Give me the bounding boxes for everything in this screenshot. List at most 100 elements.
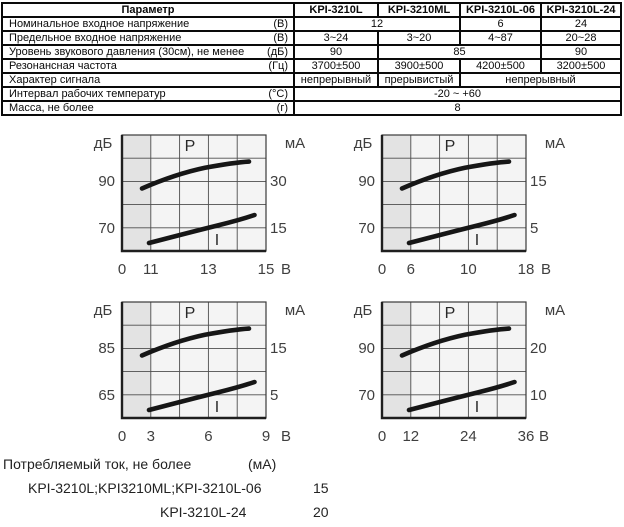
x-tick: 3: [147, 428, 155, 444]
y-right-tick: 20: [530, 340, 547, 357]
y-left-tick: 90: [358, 340, 375, 357]
x-tick: 9: [262, 428, 270, 444]
model-header-kpi-3210l-06: KPI-3210L-06: [459, 2, 542, 18]
y-left-tick: 70: [98, 220, 115, 237]
chart-kpi-3210ml: дБ мА 90 70 15 5 0 6 10 18 В P I: [354, 134, 565, 277]
footer-models: KPI-3210L-24: [160, 504, 247, 520]
x-tick: 15: [258, 261, 275, 277]
spec-cell: 3900±500: [377, 58, 461, 74]
param-name: Масса, не более: [9, 102, 94, 114]
spec-cell: 3~24: [293, 30, 379, 46]
model-header-kpi-3210ml: KPI-3210ML: [377, 2, 461, 18]
chart-kpi-3210l-24: дБ мА 90 70 20 10 0 12 24 36 В P I: [354, 301, 565, 444]
param-unit: (г): [276, 102, 288, 114]
grid-lines: [382, 302, 526, 418]
y-right-axis-label: мА: [285, 302, 305, 319]
footer-value: 20: [313, 504, 329, 520]
charts-grid: дБ мА 90 70 30 15 0 11 13 15 В P I дБ мА…: [86, 127, 578, 444]
param-name: Предельное входное напряжение: [9, 32, 182, 44]
y-right-axis-label: мА: [545, 135, 565, 152]
x-axis-unit: В: [541, 261, 551, 277]
x-tick: 0: [118, 261, 126, 277]
param-unit: (°С): [268, 88, 288, 100]
spec-cell: 90: [540, 44, 622, 60]
y-left-tick: 65: [98, 387, 115, 404]
curve-p: [139, 326, 252, 358]
table-header-row: Параметр KPI-3210L KPI-3210ML KPI-3210L-…: [1, 2, 622, 18]
x-tick: 11: [143, 261, 159, 277]
table-row: Номинальное входное напряжение (В) 12 6 2…: [1, 16, 622, 32]
param-name: Характер сигнала: [9, 74, 101, 86]
curve-p-label: P: [185, 138, 196, 155]
axes: [120, 135, 266, 253]
axes: [380, 135, 526, 253]
param-cell: Масса, не более (г): [1, 100, 295, 116]
axes: [380, 302, 526, 420]
param-unit: (Гц): [268, 60, 288, 72]
footer-value: 15: [313, 480, 329, 496]
model-header-kpi-3210l-24: KPI-3210L-24: [540, 2, 622, 18]
table-row: Уровень звукового давления (30см), не ме…: [1, 44, 622, 60]
curve-p-label: P: [445, 305, 456, 322]
param-name: Номинальное входное напряжение: [9, 18, 190, 30]
footer-models: KPI-3210L;KPI3210ML;KPI-3210L-06: [28, 480, 262, 496]
y-left-tick: 90: [98, 173, 115, 190]
curve-p: [399, 326, 512, 358]
x-tick: 0: [378, 428, 386, 444]
spec-cell: непрерывный: [459, 72, 622, 88]
y-left-axis-label: дБ: [354, 302, 373, 319]
x-tick: 18: [518, 261, 535, 277]
current-consumption-note: Потребляемый ток, не более (мА) KPI-3210…: [0, 456, 624, 527]
x-axis-unit: В: [539, 428, 549, 444]
param-unit: (В): [273, 18, 288, 30]
y-left-axis-label: дБ: [354, 135, 373, 152]
param-cell: Предельное входное напряжение (В): [1, 30, 295, 46]
param-name: Резонансная частота: [9, 60, 117, 72]
spec-cell: 20~28: [540, 30, 622, 46]
x-tick: 0: [378, 261, 386, 277]
table-row: Характер сигнала непрерывный прерывистый…: [1, 72, 622, 88]
y-left-tick: 70: [358, 220, 375, 237]
curve-i: [406, 379, 517, 413]
table-row: Масса, не более (г) 8: [1, 100, 622, 116]
table-row: Резонансная частота (Гц) 3700±500 3900±50…: [1, 58, 622, 74]
spec-cell: 4~87: [459, 30, 542, 46]
x-tick: 6: [407, 261, 415, 277]
spec-cell: непрерывный: [293, 72, 379, 88]
param-cell: Интервал рабочих температур (°С): [1, 86, 295, 102]
y-left-tick: 90: [358, 173, 375, 190]
x-tick: 12: [402, 428, 419, 444]
param-cell: Резонансная частота (Гц): [1, 58, 295, 74]
grid-lines: [122, 135, 266, 251]
curve-p-label: P: [445, 138, 456, 155]
footer-row: KPI-3210L;KPI3210ML;KPI-3210L-06 15: [0, 480, 624, 504]
x-tick: 13: [200, 261, 217, 277]
param-header: Параметр: [1, 2, 295, 18]
footer-unit: (мА): [248, 456, 277, 472]
y-right-tick: 5: [530, 220, 538, 237]
spec-cell: 8: [293, 100, 622, 116]
spec-cell: 3~20: [377, 30, 461, 46]
curve-i: [406, 212, 517, 246]
x-tick: 24: [460, 428, 477, 444]
spec-cell: 90: [293, 44, 379, 60]
y-right-tick: 15: [530, 173, 547, 190]
curve-i: [146, 379, 257, 413]
param-cell: Уровень звукового давления (30см), не ме…: [1, 44, 295, 60]
plot-shaded-column: [122, 135, 151, 251]
y-right-axis-label: мА: [285, 135, 305, 152]
plot-shaded-column: [382, 135, 411, 251]
y-left-axis-label: дБ: [94, 302, 113, 319]
curve-i-label: I: [475, 232, 479, 249]
y-right-tick: 30: [270, 173, 287, 190]
x-tick: 36: [518, 428, 535, 444]
spec-cell: 3200±500: [540, 58, 622, 74]
spec-cell: 6: [459, 16, 542, 32]
x-tick: 0: [118, 428, 126, 444]
param-cell: Характер сигнала: [1, 72, 295, 88]
y-right-tick: 15: [270, 340, 287, 357]
y-right-axis-label: мА: [545, 302, 565, 319]
grid-lines: [122, 302, 266, 418]
param-cell: Номинальное входное напряжение (В): [1, 16, 295, 32]
